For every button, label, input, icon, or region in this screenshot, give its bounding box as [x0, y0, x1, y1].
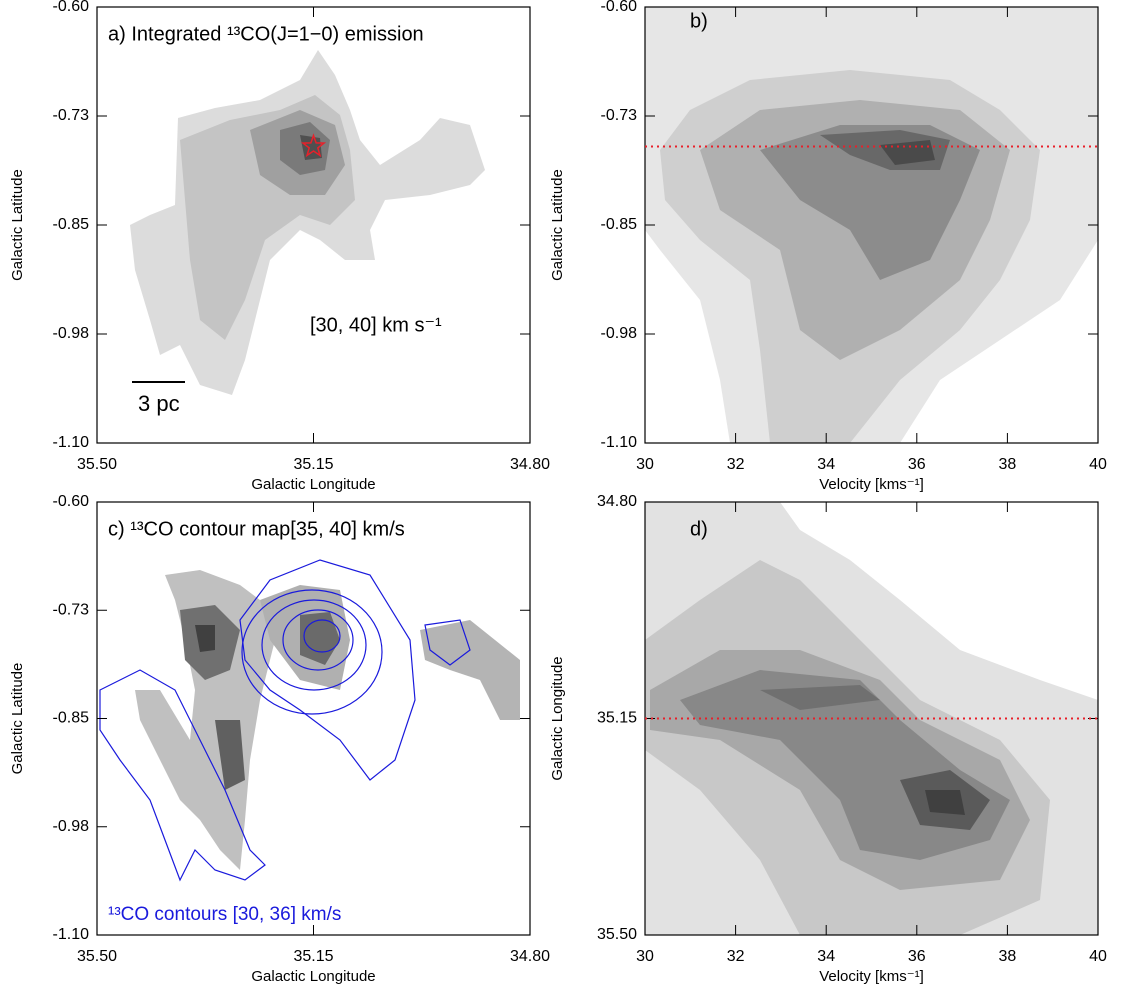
y-tick-label: -1.10 — [601, 434, 638, 451]
y-tick-label: -0.60 — [53, 0, 90, 15]
y-tick-label: -0.73 — [601, 107, 638, 124]
x-axis-label: Velocity [kms⁻¹] — [819, 968, 924, 985]
contour-line — [282, 609, 354, 671]
x-tick-label: 40 — [1089, 948, 1107, 965]
annotation: 3 pc — [138, 391, 180, 416]
y-tick-label: 35.50 — [597, 926, 637, 943]
y-tick-label: -0.73 — [53, 601, 90, 618]
x-tick-label: 35.50 — [77, 456, 117, 473]
y-tick-label: -1.10 — [53, 434, 90, 451]
contour-line — [303, 619, 341, 653]
panel-a-map — [130, 50, 485, 395]
contour-fill — [215, 720, 245, 790]
panel-title: b) — [690, 10, 708, 32]
contour-line — [99, 669, 266, 882]
y-tick-label: -0.60 — [601, 0, 638, 15]
y-axis-label: Galactic Latitude — [9, 169, 26, 281]
x-tick-label: 38 — [999, 456, 1017, 473]
panel-d-map — [645, 502, 1098, 935]
annotation: ¹³CO contours [30, 36] km/s — [108, 904, 341, 925]
y-tick-label: -0.85 — [601, 216, 638, 233]
contour-fill — [760, 685, 880, 710]
y-axis-label: Galactic Longitude — [549, 656, 566, 780]
y-tick-label: -0.98 — [601, 325, 638, 342]
panel-b-map — [645, 7, 1098, 443]
source-marker — [300, 133, 327, 158]
contour-line — [241, 589, 383, 715]
y-tick-label: 35.15 — [597, 710, 637, 727]
panel-c-map — [99, 559, 520, 882]
x-tick-label: 40 — [1089, 456, 1107, 473]
y-tick-label: -0.60 — [53, 493, 90, 510]
x-tick-label: 36 — [908, 948, 926, 965]
x-tick-label: 35.50 — [77, 948, 117, 965]
contour-fill — [420, 620, 520, 720]
x-tick-label: 30 — [636, 456, 654, 473]
contour-fill — [300, 612, 340, 665]
annotation: [30, 40] km s⁻¹ — [310, 314, 442, 336]
x-axis-label: Velocity [kms⁻¹] — [819, 476, 924, 493]
x-tick-label: 32 — [727, 456, 745, 473]
panel-title: c) ¹³CO contour map[35, 40] km/s — [108, 518, 405, 540]
x-axis-label: Galactic Longitude — [251, 476, 375, 493]
x-tick-label: 36 — [908, 456, 926, 473]
panel-title: a) Integrated ¹³CO(J=1−0) emission — [108, 23, 424, 45]
x-tick-label: 35.15 — [293, 456, 333, 473]
x-tick-label: 34 — [817, 456, 835, 473]
contour-line — [239, 559, 416, 781]
y-tick-label: 34.80 — [597, 493, 637, 510]
contour-fill — [780, 502, 1098, 700]
panel-title: d) — [690, 518, 708, 540]
contour-line — [261, 599, 367, 691]
contour-fill — [925, 790, 965, 815]
x-tick-label: 34 — [817, 948, 835, 965]
y-tick-label: -0.98 — [53, 325, 90, 342]
y-tick-label: -0.73 — [53, 107, 90, 124]
y-tick-label: -0.85 — [53, 216, 90, 233]
x-tick-label: 34.80 — [510, 948, 550, 965]
x-axis-label: Galactic Longitude — [251, 968, 375, 985]
y-axis-label: Galactic Latitude — [9, 663, 26, 775]
y-tick-label: -1.10 — [53, 926, 90, 943]
x-tick-label: 32 — [727, 948, 745, 965]
y-tick-label: -0.98 — [53, 818, 90, 835]
x-tick-label: 34.80 — [510, 456, 550, 473]
contour-fill — [135, 570, 275, 870]
x-tick-label: 30 — [636, 948, 654, 965]
contour-fill — [195, 625, 215, 652]
x-tick-label: 38 — [999, 948, 1017, 965]
y-tick-label: -0.85 — [53, 710, 90, 727]
contour-line — [424, 619, 471, 666]
x-tick-label: 35.15 — [293, 948, 333, 965]
y-axis-label: Galactic Latitude — [549, 169, 566, 281]
